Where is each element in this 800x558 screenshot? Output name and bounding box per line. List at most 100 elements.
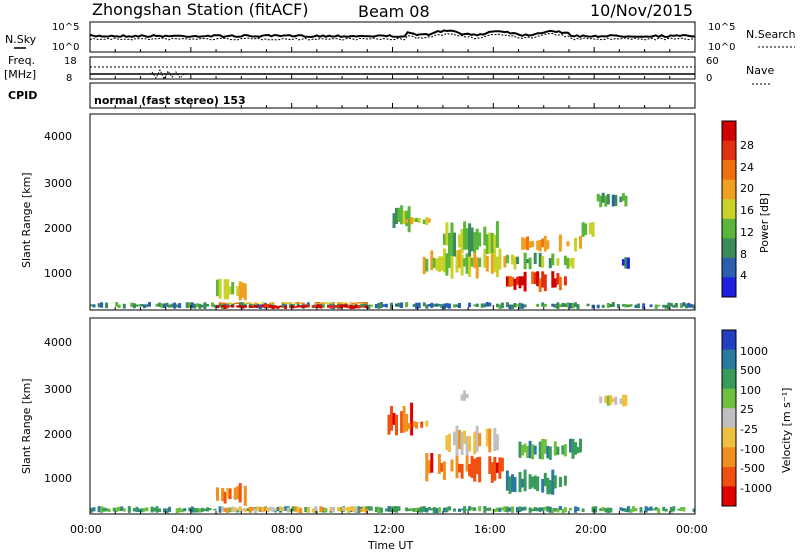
range-gate-cell xyxy=(379,507,383,513)
nsky-tick-top: 10^5 xyxy=(52,22,79,33)
range-gate-cell xyxy=(223,508,227,512)
range-gate-cell xyxy=(100,302,104,308)
range-gate-cell xyxy=(258,507,262,511)
range-gate-cell xyxy=(352,302,356,305)
range-gate-cell xyxy=(584,223,588,236)
range-gate-cell xyxy=(92,304,96,308)
range-gate-cell xyxy=(563,276,567,286)
range-gate-cell xyxy=(513,477,517,493)
range-gate-cell xyxy=(442,303,446,310)
range-gate-cell xyxy=(417,507,421,513)
range-gate-cell xyxy=(253,302,257,304)
range-gate-cell xyxy=(518,276,522,289)
range-gate-cell xyxy=(458,508,461,512)
range-gate-cell xyxy=(674,303,678,308)
range-gate-cell xyxy=(364,302,368,304)
range-gate-cell xyxy=(606,194,610,205)
range-gate-cell xyxy=(523,238,527,250)
range-gate-cell xyxy=(405,413,409,432)
range-gate-cell xyxy=(654,304,658,309)
range-gate-cell xyxy=(508,507,512,512)
range-gate-cell xyxy=(493,248,497,272)
range-gate-cell xyxy=(566,257,570,269)
range-gate-cell xyxy=(460,432,464,455)
range-gate-cell xyxy=(460,394,464,401)
range-gate-cell xyxy=(130,302,134,307)
range-gate-cell xyxy=(415,507,419,512)
range-gate-cell xyxy=(503,256,507,268)
range-gate-cell xyxy=(548,258,552,269)
range-gate-cell xyxy=(624,195,628,207)
range-gate-cell xyxy=(332,306,335,308)
range-gate-cell xyxy=(332,302,335,305)
range-gate-cell xyxy=(337,302,340,305)
range-gate-cell xyxy=(102,507,106,512)
range-gate-cell xyxy=(516,304,519,307)
range-gate-cell xyxy=(531,476,535,488)
range-gate-cell xyxy=(392,506,396,513)
colorbar-segment xyxy=(722,447,736,468)
range-gate-cell xyxy=(649,304,653,308)
range-gate-cell xyxy=(150,506,154,513)
range-gate-cell xyxy=(448,506,451,511)
range-gate-cell xyxy=(425,304,429,309)
range-gate-cell xyxy=(332,302,335,310)
range-gate-cell xyxy=(132,303,136,309)
range-gate-cell xyxy=(253,508,257,512)
range-gate-cell xyxy=(357,506,361,513)
range-gate-cell xyxy=(410,217,414,225)
range-gate-cell xyxy=(503,506,507,512)
range-gate-cell xyxy=(163,508,167,513)
range-gate-cell xyxy=(541,271,545,288)
range-gate-cell xyxy=(495,303,499,308)
range-gate-cell xyxy=(551,469,555,495)
range-gate-cell xyxy=(500,507,504,511)
range-gate-cell xyxy=(511,276,514,287)
range-gate-cell xyxy=(117,506,121,512)
nsky-series xyxy=(89,29,696,39)
range-gate-cell xyxy=(528,241,532,248)
range-gate-cell xyxy=(407,423,411,430)
range-gate-cell xyxy=(566,302,570,308)
range-gate-cell xyxy=(256,302,260,305)
range-gate-cell xyxy=(284,305,288,309)
range-gate-cell xyxy=(367,304,371,310)
range-gate-cell xyxy=(306,304,310,308)
range-gate-cell xyxy=(213,304,217,308)
range-gate-cell xyxy=(523,252,527,270)
velocity-cbar-tick-neg100: -100 xyxy=(740,443,765,456)
range-gate-cell xyxy=(148,302,151,307)
range-gate-cell xyxy=(238,305,242,308)
range-gate-cell xyxy=(536,240,540,251)
range-gate-cell xyxy=(178,507,182,513)
range-gate-cell xyxy=(473,507,477,512)
range-gate-cell xyxy=(319,302,323,305)
range-gate-cell xyxy=(478,506,482,512)
range-gate-cell xyxy=(455,304,459,307)
range-gate-cell xyxy=(521,507,525,511)
range-gate-cell xyxy=(488,507,492,511)
range-gate-cell xyxy=(228,302,232,305)
colorbar-segment xyxy=(722,408,736,429)
power-cbar-tick-8: 8 xyxy=(740,248,747,261)
range-gate-cell xyxy=(412,508,416,512)
range-gate-cell xyxy=(246,302,250,304)
range-gate-cell xyxy=(440,463,444,472)
range-gate-cell xyxy=(387,506,391,512)
range-gate-cell xyxy=(251,303,255,308)
range-gate-cell xyxy=(511,506,514,513)
range-gate-cell xyxy=(662,506,666,512)
range-gate-cell xyxy=(553,278,557,288)
x-tick-0000: 00:00 xyxy=(70,523,102,536)
range-gate-cell xyxy=(178,303,182,309)
range-gate-cell xyxy=(188,302,192,308)
range-gate-cell xyxy=(558,304,562,308)
range-gate-cell xyxy=(523,271,527,292)
range-gate-cell xyxy=(291,305,295,309)
range-gate-cell xyxy=(531,444,535,460)
range-gate-cell xyxy=(425,258,429,272)
range-gate-cell xyxy=(321,302,325,304)
range-gate-cell xyxy=(231,506,235,512)
range-gate-cell xyxy=(374,506,378,513)
range-gate-cell xyxy=(448,303,451,309)
